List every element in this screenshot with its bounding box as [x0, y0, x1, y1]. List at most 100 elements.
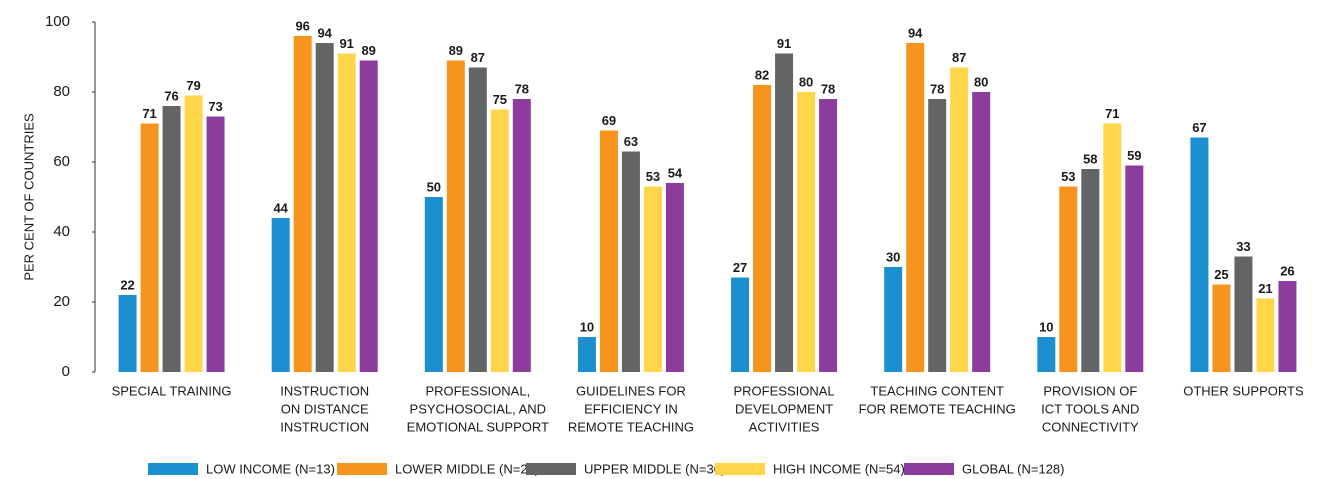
value-label: 94 — [908, 25, 923, 40]
bar — [271, 218, 290, 372]
value-label: 63 — [624, 134, 638, 149]
value-label: 22 — [120, 277, 134, 292]
bar — [753, 85, 772, 372]
x-tick-label: FOR REMOTE TEACHING — [859, 401, 1016, 416]
x-tick-label: EMOTIONAL SUPPORT — [407, 419, 549, 434]
bar — [797, 92, 816, 372]
bar — [621, 151, 640, 372]
value-label: 10 — [580, 319, 594, 334]
bar — [359, 60, 378, 372]
bar — [490, 109, 509, 372]
bar — [512, 99, 531, 372]
value-label: 30 — [886, 249, 900, 264]
value-label: 71 — [1105, 106, 1119, 121]
bar — [162, 106, 181, 372]
bar — [1278, 281, 1297, 372]
bar — [1081, 169, 1100, 372]
value-label: 54 — [668, 165, 683, 180]
x-tick-label: PROFESSIONAL — [733, 383, 834, 398]
bar — [468, 67, 487, 372]
legend-label: LOWER MIDDLE (N=25) — [395, 461, 539, 476]
value-label: 78 — [930, 81, 944, 96]
value-label: 33 — [1236, 239, 1250, 254]
x-tick-label: CONNECTIVITY — [1042, 419, 1139, 434]
bar — [184, 95, 203, 372]
bar — [293, 36, 312, 372]
legend-swatch — [904, 463, 954, 475]
legend-swatch — [526, 463, 576, 475]
bar — [599, 130, 618, 372]
bar — [928, 99, 947, 372]
bar — [315, 43, 334, 372]
legend-swatch — [337, 463, 387, 475]
value-label: 96 — [295, 18, 309, 33]
x-tick-label: INSTRUCTION — [280, 419, 369, 434]
value-label: 27 — [733, 260, 747, 275]
value-label: 69 — [602, 113, 616, 128]
bar — [337, 53, 356, 372]
bar — [1037, 337, 1056, 372]
x-tick-label: ACTIVITIES — [749, 419, 820, 434]
bar — [775, 53, 794, 372]
value-label: 44 — [273, 200, 288, 215]
value-label: 71 — [142, 106, 156, 121]
value-label: 50 — [427, 179, 441, 194]
value-label: 87 — [471, 50, 485, 65]
x-tick-label: OTHER SUPPORTS — [1183, 383, 1304, 398]
bar — [950, 67, 969, 372]
bar — [972, 92, 991, 372]
bar — [1103, 123, 1122, 372]
value-label: 73 — [208, 99, 222, 114]
value-label: 53 — [1061, 169, 1075, 184]
bar — [140, 123, 159, 372]
bar — [446, 60, 465, 372]
bar — [731, 277, 750, 372]
value-label: 76 — [164, 88, 178, 103]
bar — [1190, 137, 1209, 372]
bar — [665, 183, 684, 372]
x-tick-label: PROVISION OF — [1043, 383, 1137, 398]
value-label: 78 — [821, 81, 835, 96]
y-tick-label: 20 — [53, 293, 70, 310]
legend-swatch — [148, 463, 198, 475]
y-tick-label: 100 — [45, 13, 70, 30]
value-label: 91 — [339, 36, 353, 51]
bar — [819, 99, 838, 372]
legend-label: GLOBAL (N=128) — [962, 461, 1064, 476]
bar — [424, 197, 443, 372]
value-label: 10 — [1039, 319, 1053, 334]
x-tick-label: TEACHING CONTENT — [870, 383, 1004, 398]
bar — [577, 337, 596, 372]
bar — [206, 116, 225, 372]
bar — [643, 186, 662, 372]
x-tick-label: REMOTE TEACHING — [568, 419, 694, 434]
value-label: 94 — [317, 25, 332, 40]
x-tick-label: DEVELOPMENT — [735, 401, 833, 416]
value-label: 89 — [361, 43, 375, 58]
value-label: 78 — [515, 81, 529, 96]
x-tick-label: PSYCHOSOCIAL, AND — [410, 401, 547, 416]
value-label: 82 — [755, 67, 769, 82]
bar — [118, 295, 137, 372]
legend-label: LOW INCOME (N=13) — [206, 461, 335, 476]
x-tick-label: PROFESSIONAL, — [425, 383, 530, 398]
value-label: 59 — [1127, 148, 1141, 163]
legend-label: UPPER MIDDLE (N=36) — [584, 461, 725, 476]
x-tick-label: INSTRUCTION — [280, 383, 369, 398]
value-label: 58 — [1083, 151, 1097, 166]
value-label: 89 — [449, 43, 463, 58]
x-tick-label: GUIDELINES FOR — [576, 383, 686, 398]
value-label: 80 — [974, 74, 988, 89]
bar — [1125, 165, 1144, 372]
y-tick-label: 60 — [53, 153, 70, 170]
bar — [906, 43, 925, 372]
bar — [1234, 256, 1253, 372]
bar — [1059, 186, 1078, 372]
x-tick-label: EFFICIENCY IN — [584, 401, 678, 416]
value-label: 26 — [1280, 263, 1294, 278]
y-tick-label: 40 — [53, 223, 70, 240]
legend-label: HIGH INCOME (N=54) — [773, 461, 905, 476]
value-label: 21 — [1258, 281, 1272, 296]
value-label: 79 — [186, 78, 200, 93]
